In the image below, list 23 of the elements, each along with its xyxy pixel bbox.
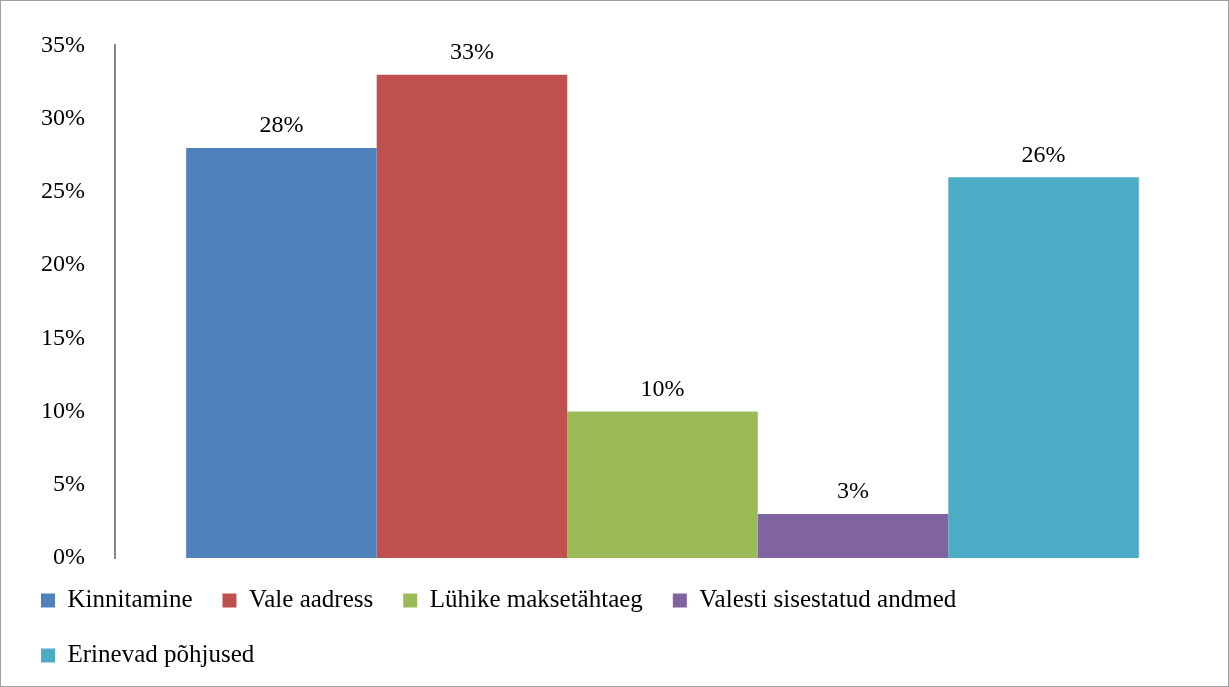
y-tick-label: 0% bbox=[52, 543, 85, 570]
data-label: 3% bbox=[837, 477, 870, 504]
bar bbox=[757, 514, 949, 558]
bar bbox=[948, 177, 1139, 558]
legend-label: Vale aadress bbox=[248, 585, 374, 613]
legend-label: Kinnitamine bbox=[67, 585, 193, 613]
y-tick-label: 5% bbox=[52, 470, 85, 497]
y-tick-label: 25% bbox=[40, 177, 85, 204]
data-label: 10% bbox=[640, 374, 685, 401]
legend-label: Lühike maksetähtaeg bbox=[429, 585, 644, 613]
bar bbox=[186, 147, 377, 558]
y-tick-label: 20% bbox=[40, 250, 85, 277]
y-tick-label: 10% bbox=[40, 396, 85, 423]
data-label: 33% bbox=[449, 37, 494, 64]
data-label: 26% bbox=[1021, 140, 1066, 167]
y-tick-label: 15% bbox=[40, 323, 85, 350]
bar bbox=[567, 411, 758, 558]
y-tick-label: 30% bbox=[40, 103, 85, 130]
legend-label: Erinevad põhjused bbox=[67, 640, 255, 668]
legend-label: Valesti sisestatud andmed bbox=[699, 585, 957, 613]
data-label: 28% bbox=[259, 111, 304, 138]
y-tick-label: 35% bbox=[40, 30, 85, 57]
bar bbox=[376, 74, 568, 558]
